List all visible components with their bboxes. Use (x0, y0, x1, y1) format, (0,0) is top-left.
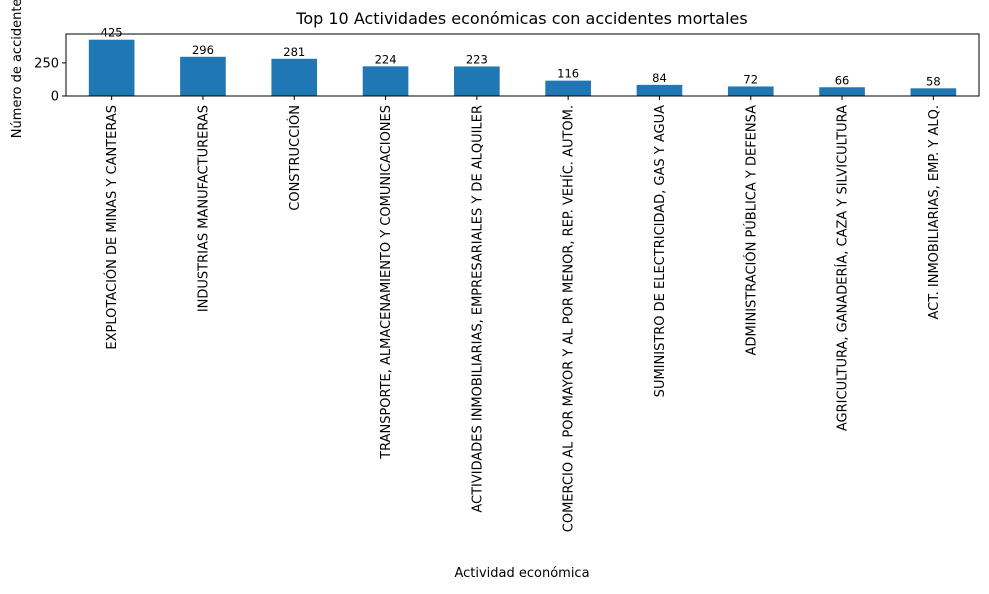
bar-value-label: 223 (466, 52, 488, 66)
bar (819, 87, 865, 96)
x-tick-label: ACT. INMOBILIARIAS, EMP. Y ALQ. (927, 105, 942, 320)
bar-value-label: 72 (743, 72, 758, 86)
plot-area: 425 EXPLOTACIÓN DE MINAS Y CANTERAS 296 IND… (34, 26, 980, 532)
x-tick-label: CONSTRUCCIÓN (287, 105, 303, 211)
y-tick-label: 250 (34, 56, 59, 71)
bar (910, 88, 957, 96)
bar (727, 86, 774, 96)
y-tick-label: 0 (51, 90, 59, 105)
y-axis-label: Número de accidentes (10, 0, 25, 138)
x-tick-label: SUMINISTRO DE ELECTRICIDAD, GAS Y AGUA (653, 105, 668, 397)
bar-value-label: 281 (283, 45, 305, 59)
x-tick-label: INDUSTRIAS MANUFACTURERAS (196, 105, 211, 312)
x-tick-label: EXPLOTACIÓN DE MINAS Y CANTERAS (104, 105, 120, 350)
bar-value-label: 116 (557, 67, 579, 81)
x-tick-label: ACTIVIDADES INMOBILIARIAS, EMPRESARIALES… (470, 105, 485, 513)
bar (88, 39, 135, 96)
x-tick-label: ADMINISTRACIÓN PÚBLICA Y DEFENSA (743, 105, 759, 356)
bar (545, 80, 591, 96)
x-tick-label: COMERCIO AL POR MAYOR Y AL POR MENOR, RE… (561, 105, 577, 532)
bar-value-label: 296 (192, 43, 214, 57)
bar (454, 66, 500, 96)
x-tick-label: AGRICULTURA, GANADERÍA, CAZA Y SILVICULT… (835, 105, 851, 431)
chart-title: Top 10 Actividades económicas con accide… (295, 9, 747, 28)
bar-value-label: 425 (101, 26, 123, 40)
plot-frame (65, 33, 980, 97)
x-axis-label: Actividad económica (454, 566, 589, 581)
bar (271, 58, 318, 96)
bar-value-label: 84 (652, 71, 667, 85)
bar-value-label: 58 (926, 74, 941, 88)
bar-value-label: 66 (835, 73, 850, 87)
bar (180, 56, 226, 96)
x-tick-label: TRANSPORTE, ALMACENAMIENTO Y COMUNICACIO… (379, 105, 394, 460)
bar (362, 66, 409, 96)
bar-value-label: 224 (375, 52, 397, 66)
bar (636, 84, 683, 96)
